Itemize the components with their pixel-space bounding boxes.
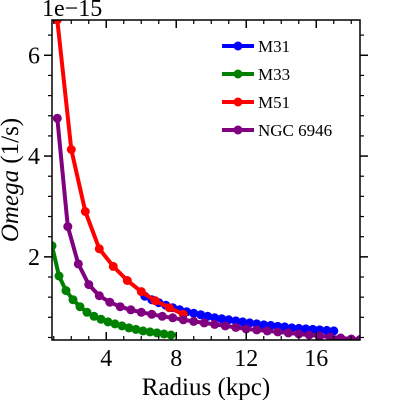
legend-label: M51 — [258, 93, 290, 112]
data-point — [103, 317, 113, 327]
data-point — [110, 319, 120, 329]
data-point — [89, 311, 99, 321]
data-point — [136, 307, 146, 317]
data-point — [355, 335, 360, 340]
data-point — [231, 316, 241, 326]
data-point — [138, 326, 148, 336]
data-point — [63, 222, 73, 232]
data-point — [157, 311, 167, 321]
data-point — [220, 321, 230, 331]
data-point — [96, 314, 106, 324]
data-point — [252, 325, 262, 335]
data-point — [152, 328, 162, 338]
data-point — [84, 280, 94, 290]
legend-entry: M31 — [222, 37, 290, 56]
data-point — [189, 316, 199, 326]
data-point — [262, 326, 272, 336]
legend-swatch-marker — [233, 125, 243, 135]
x-tick-label: 8 — [170, 346, 182, 372]
data-point — [294, 329, 304, 339]
data-point — [52, 241, 57, 251]
legend-label: M31 — [258, 37, 290, 56]
series-line — [55, 118, 360, 340]
series-ngc-6946 — [52, 113, 360, 340]
y-tick-label: 6 — [28, 43, 40, 69]
data-point — [108, 261, 118, 271]
legend-entry: M33 — [222, 65, 290, 84]
data-point — [336, 333, 346, 340]
plot-frame — [51, 19, 361, 341]
ticks-layer: 4 8 12 16 2 4 6 — [28, 20, 368, 372]
data-point — [94, 244, 104, 254]
data-point — [325, 332, 335, 340]
data-point — [117, 321, 127, 331]
data-point — [168, 313, 178, 323]
data-point — [273, 327, 283, 337]
data-point — [210, 313, 220, 323]
y-axis-label-italic: Omega — [0, 170, 24, 242]
data-point — [164, 303, 174, 313]
series-layer — [52, 20, 360, 340]
series-m33 — [52, 241, 176, 340]
y-axis-label: Omega (1/s) — [0, 118, 24, 242]
data-point — [61, 286, 71, 296]
data-point — [203, 311, 213, 321]
legend-swatch-marker — [233, 41, 243, 51]
legend-label: M33 — [258, 65, 290, 84]
data-point — [315, 331, 325, 340]
data-point — [241, 324, 251, 334]
y-tick-label: 4 — [28, 144, 40, 170]
x-tick-label: 16 — [304, 346, 328, 372]
data-point — [68, 295, 78, 305]
data-point — [166, 330, 176, 340]
data-point — [82, 307, 92, 317]
series-m51 — [52, 20, 188, 319]
data-point — [145, 327, 155, 337]
y-axis-label-units: (1/s) — [0, 118, 24, 170]
data-point — [217, 314, 227, 324]
legend-label: NGC 6946 — [258, 121, 332, 140]
data-point — [283, 328, 293, 338]
legend-entry: NGC 6946 — [222, 121, 332, 140]
x-tick-label: 4 — [100, 346, 112, 372]
legend: M31 M33 M51 NGC 6946 — [222, 37, 332, 140]
offset-text: 1e−15 — [42, 0, 102, 22]
data-point — [115, 302, 125, 312]
data-point — [124, 323, 134, 333]
data-point — [66, 145, 76, 154]
legend-swatch-marker — [233, 69, 243, 79]
data-point — [80, 207, 90, 216]
data-point — [105, 297, 115, 307]
data-point — [52, 20, 62, 25]
data-point — [150, 296, 160, 306]
y-tick-label: 2 — [28, 245, 40, 271]
legend-entry: M51 — [222, 93, 290, 112]
data-point — [322, 325, 332, 335]
data-point — [73, 259, 83, 269]
data-point — [126, 305, 136, 315]
data-point — [136, 287, 146, 297]
data-point — [54, 271, 64, 281]
data-point — [75, 302, 85, 312]
data-point — [189, 308, 199, 318]
data-point — [52, 113, 62, 123]
legend-swatch-marker — [233, 97, 243, 107]
series-line — [55, 20, 185, 317]
x-axis-label: Radius (kpc) — [142, 374, 270, 400]
data-point — [147, 309, 157, 319]
data-point — [94, 291, 104, 301]
data-point — [210, 319, 220, 329]
data-point — [122, 276, 132, 285]
data-point — [196, 310, 206, 320]
data-point — [178, 315, 188, 325]
data-point — [231, 322, 241, 332]
data-point — [131, 324, 141, 334]
data-point — [199, 318, 209, 328]
data-point — [304, 330, 314, 340]
data-point — [159, 329, 169, 339]
data-point — [238, 317, 248, 327]
x-tick-label: 12 — [234, 346, 258, 372]
